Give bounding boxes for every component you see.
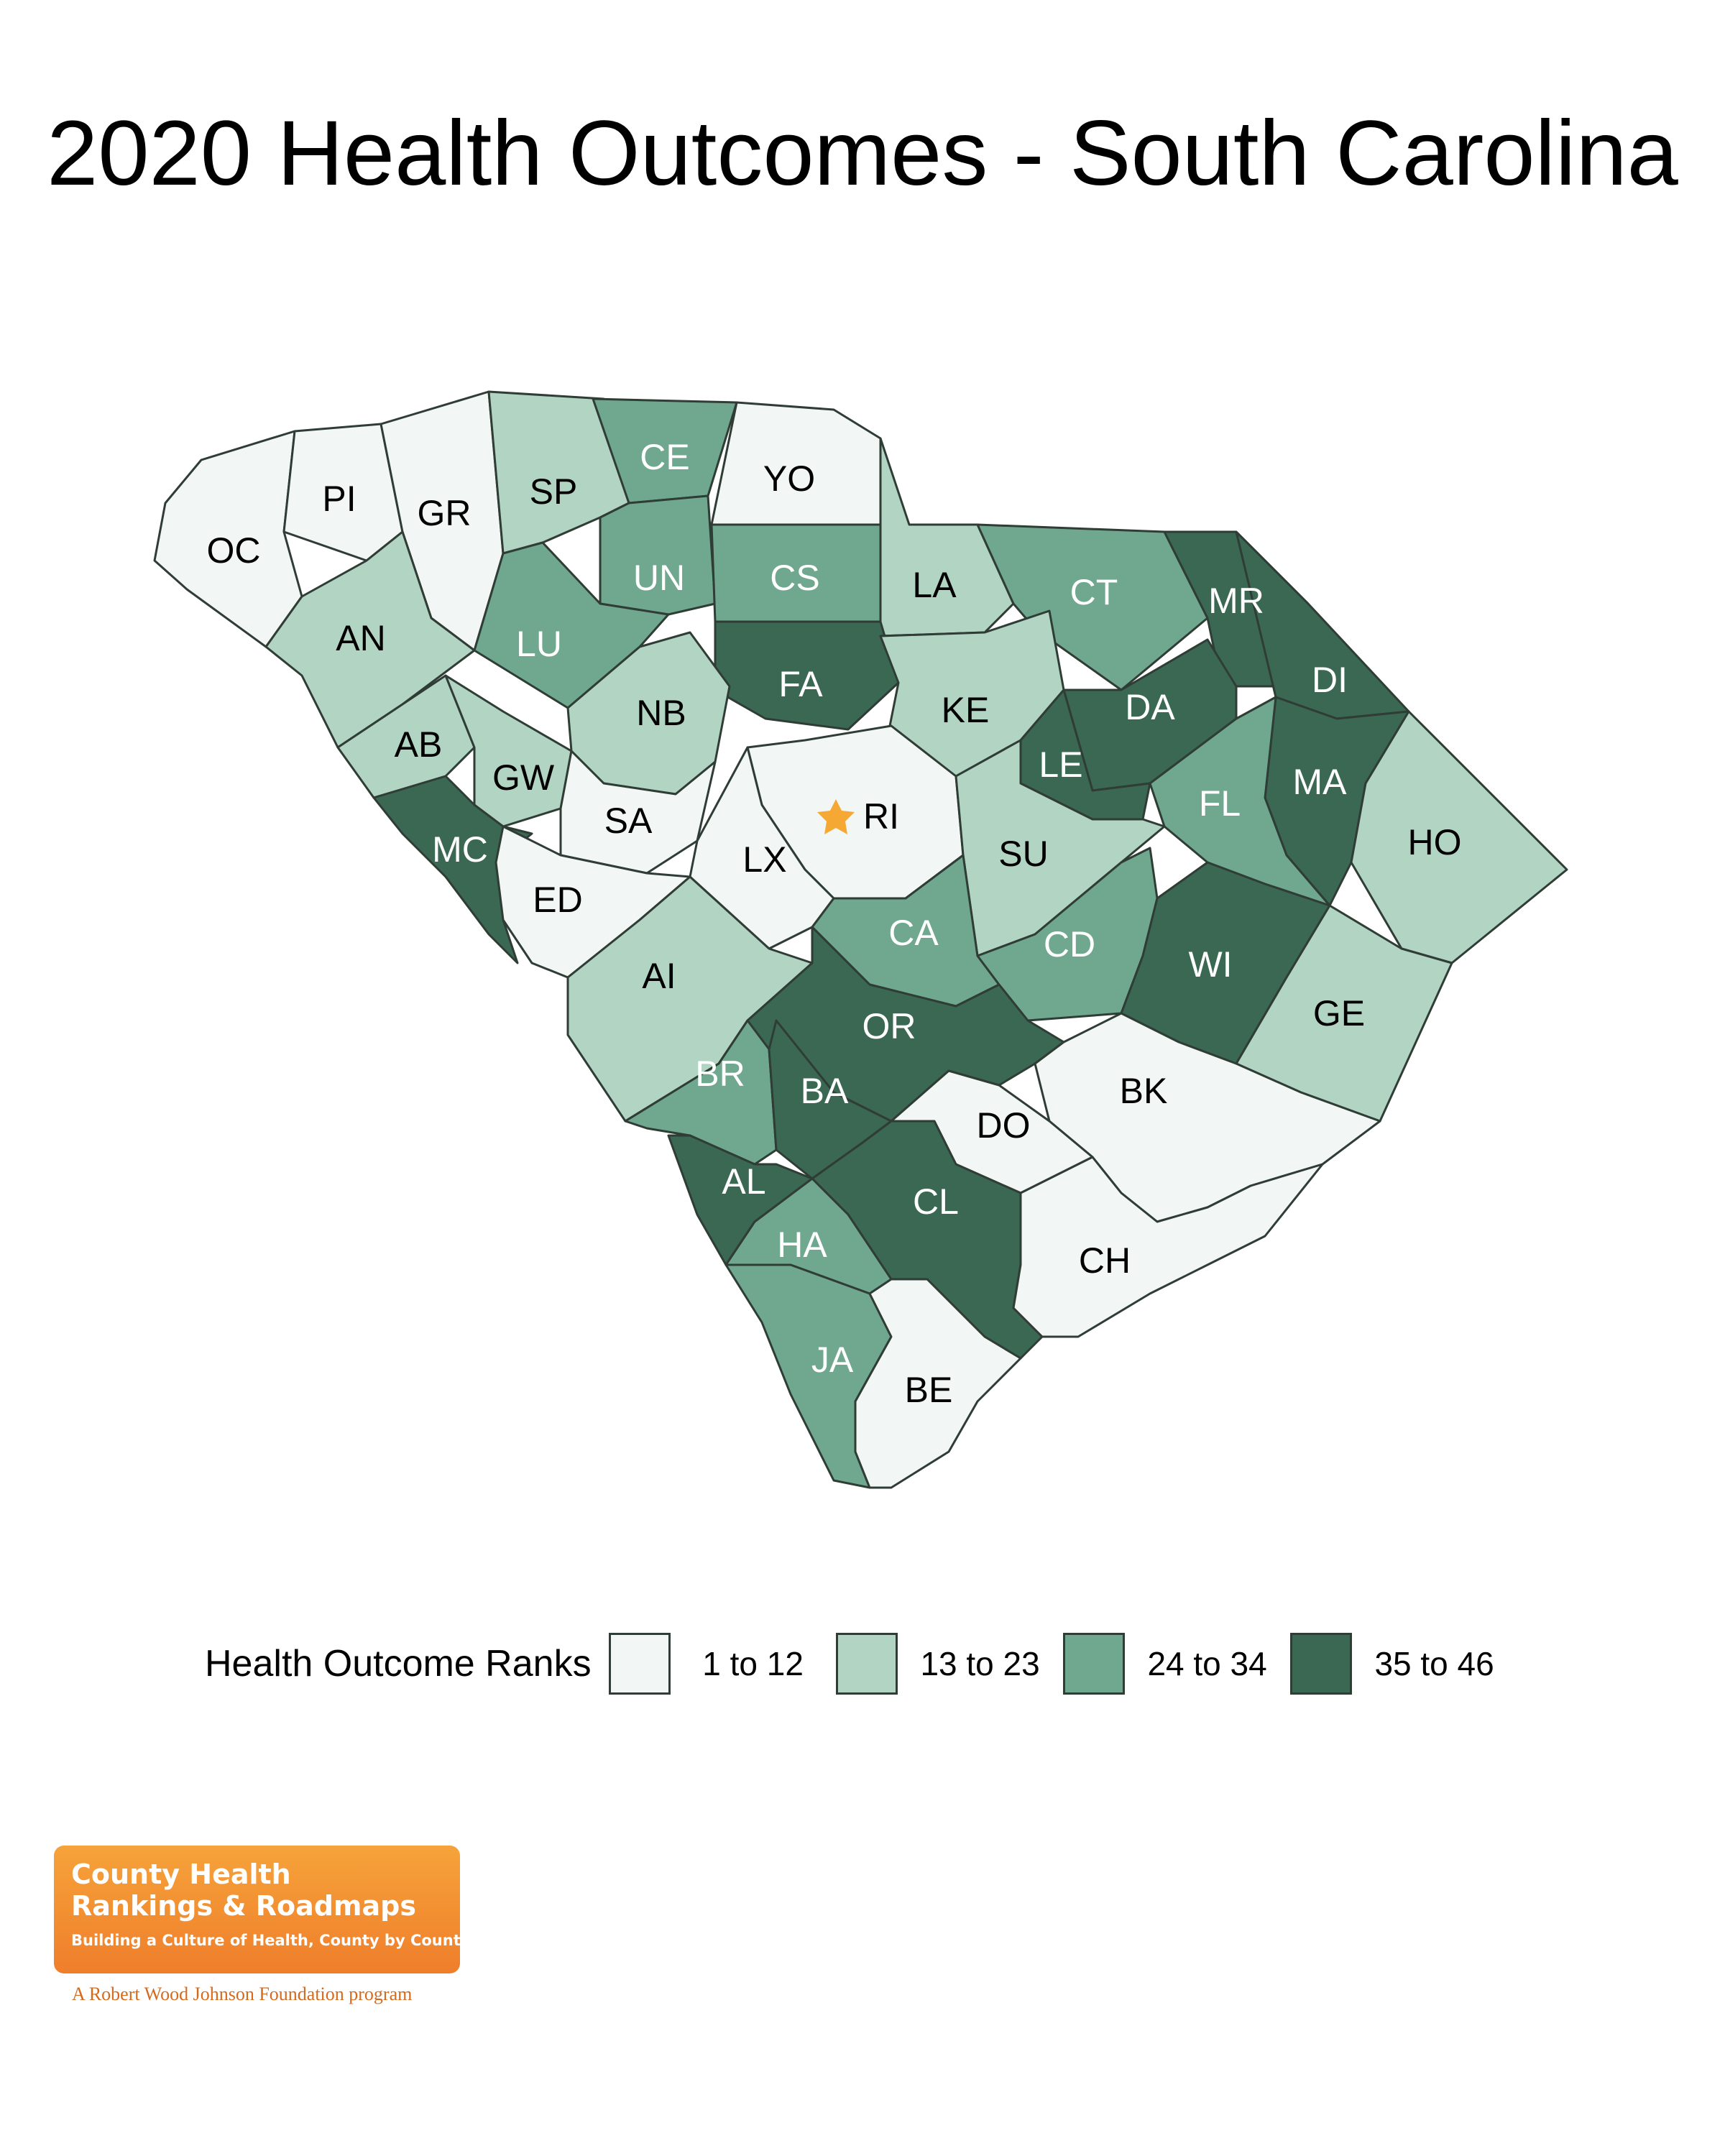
legend-swatch — [1289, 1633, 1352, 1695]
legend: Health Outcome Ranks 1 to 12 13 to 23 24… — [205, 1631, 1517, 1696]
legend-label: 13 to 23 — [920, 1645, 1040, 1682]
legend-item-35-46: 35 to 46 — [1289, 1633, 1517, 1695]
county-label-an: AN — [336, 618, 385, 658]
county-label-un: UN — [633, 558, 685, 598]
county-label-lx: LX — [742, 839, 786, 880]
legend-item-1-12: 1 to 12 — [608, 1633, 836, 1695]
county-label-su: SU — [998, 834, 1048, 874]
county-label-ai: AI — [642, 956, 676, 996]
county-label-lu: LU — [516, 624, 562, 664]
county-label-cs: CS — [770, 558, 819, 598]
county-label-ja: JA — [811, 1340, 854, 1380]
county-label-sa: SA — [604, 801, 653, 841]
legend-title: Health Outcome Ranks — [205, 1643, 592, 1685]
county-label-cl: CL — [913, 1181, 959, 1222]
legend-swatch — [1062, 1633, 1125, 1695]
legend-label: 24 to 34 — [1147, 1645, 1267, 1682]
county-label-ab: AB — [395, 724, 443, 765]
county-label-be: BE — [905, 1370, 953, 1410]
county-label-ca: CA — [888, 913, 939, 953]
county-label-da: DA — [1125, 687, 1175, 727]
county-label-pi: PI — [322, 479, 356, 519]
county-label-ce: CE — [640, 437, 689, 477]
logo-title-line2: Rankings & Roadmaps — [71, 1890, 416, 1922]
county-label-ct: CT — [1070, 572, 1118, 612]
legend-label: 1 to 12 — [702, 1645, 804, 1682]
county-label-fa: FA — [778, 664, 823, 704]
legend-item-24-34: 24 to 34 — [1062, 1633, 1290, 1695]
county-label-le: LE — [1039, 745, 1082, 785]
county-label-ho: HO — [1408, 822, 1462, 862]
county-label-la: LA — [912, 565, 957, 605]
county-label-or: OR — [862, 1006, 916, 1046]
legend-swatch — [835, 1633, 898, 1695]
county-label-al: AL — [722, 1161, 765, 1202]
county-label-br: BR — [695, 1054, 745, 1094]
county-label-mr: MR — [1208, 581, 1264, 621]
legend-label: 35 to 46 — [1374, 1645, 1494, 1682]
legend-item-13-23: 13 to 23 — [835, 1633, 1063, 1695]
county-label-gr: GR — [418, 493, 472, 533]
county-label-ch: CH — [1079, 1240, 1131, 1281]
county-ch[interactable] — [1012, 1156, 1324, 1338]
county-label-sp: SP — [530, 471, 578, 512]
county-be[interactable] — [854, 1278, 1022, 1489]
county-lu[interactable] — [473, 541, 670, 709]
legend-swatch — [608, 1633, 671, 1695]
county-an[interactable] — [264, 530, 476, 749]
logo-title-line1: County Health — [71, 1858, 291, 1890]
chr-logo: County Health Rankings & Roadmaps Buildi… — [54, 1846, 471, 1973]
county-gw[interactable] — [444, 674, 573, 828]
county-label-nb: NB — [636, 693, 686, 733]
county-label-ed: ED — [533, 880, 582, 920]
county-label-cd: CD — [1044, 924, 1095, 964]
county-label-ha: HA — [777, 1225, 827, 1265]
county-label-ri: RI — [863, 796, 899, 837]
county-label-do: DO — [977, 1105, 1031, 1146]
county-label-ma: MA — [1293, 762, 1348, 802]
county-label-gw: GW — [492, 757, 555, 798]
county-label-ke: KE — [942, 690, 990, 730]
county-label-wi: WI — [1188, 944, 1232, 985]
star-icon — [817, 799, 855, 834]
county-label-mc: MC — [432, 829, 488, 870]
county-fl[interactable] — [1149, 696, 1331, 907]
page-title: 2020 Health Outcomes - South Carolina — [47, 102, 1678, 205]
foundation-credit: A Robert Wood Johnson Foundation program — [72, 1984, 413, 2004]
county-label-ba: BA — [801, 1071, 849, 1111]
county-label-fl: FL — [1199, 783, 1241, 824]
county-label-yo: YO — [763, 459, 815, 499]
county-label-di: DI — [1312, 660, 1348, 700]
county-label-oc: OC — [207, 530, 261, 571]
logo-tagline: Building a Culture of Health, County by … — [71, 1932, 471, 1949]
county-label-bk: BK — [1120, 1071, 1168, 1111]
county-label-ge: GE — [1313, 993, 1365, 1033]
